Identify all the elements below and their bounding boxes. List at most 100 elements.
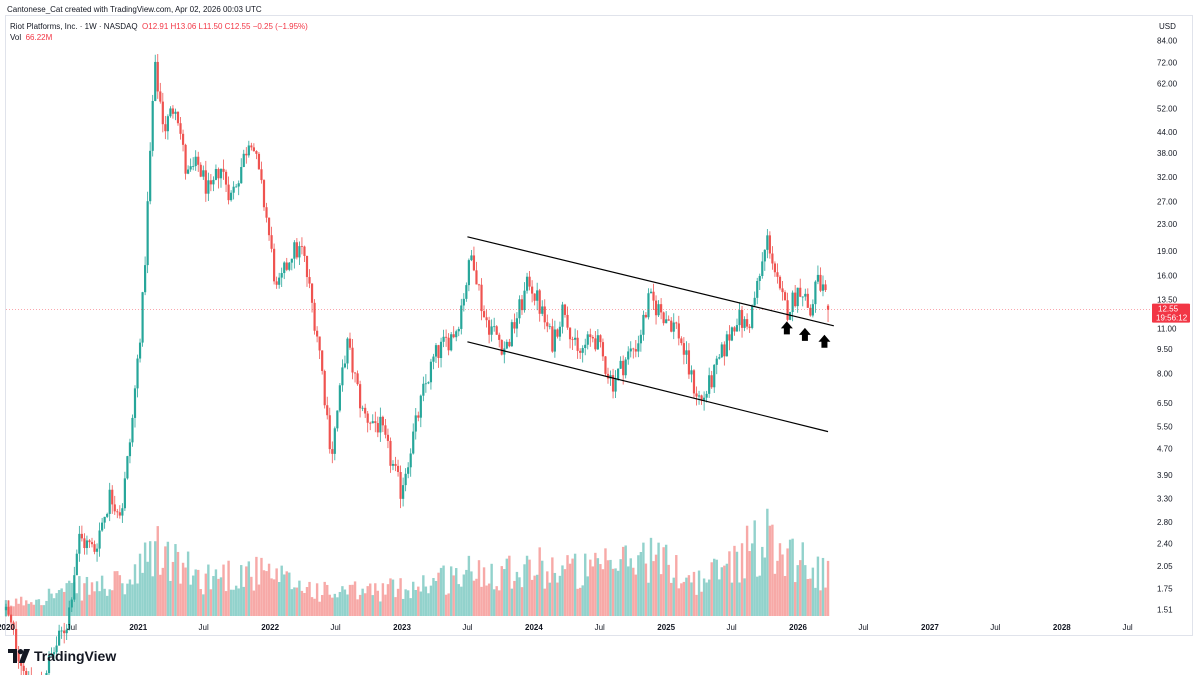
volume-bar — [566, 555, 569, 616]
candle-body — [230, 192, 233, 201]
candle-body — [116, 511, 119, 513]
candle-body — [255, 151, 258, 154]
y-axis-tick-label: 13.50 — [1157, 295, 1178, 304]
candle-body — [252, 147, 255, 152]
candle-body — [265, 207, 268, 218]
candle-body — [493, 326, 496, 328]
volume-bar — [250, 576, 253, 616]
candle-body — [447, 337, 450, 351]
volume-bar — [541, 560, 544, 616]
volume-bar — [442, 565, 445, 616]
chart-frame[interactable] — [5, 15, 1193, 636]
x-axis-tick-label: Jul — [595, 623, 605, 632]
volume-bar — [169, 580, 172, 616]
tradingview-logo[interactable]: TradingView — [8, 648, 116, 664]
volume-bar — [788, 539, 792, 616]
candle-body — [63, 630, 66, 634]
volume-bar — [515, 571, 519, 616]
volume-bar — [310, 597, 314, 616]
candle-body — [622, 360, 625, 376]
candle-body — [80, 533, 83, 539]
candle-body — [9, 614, 13, 623]
candle-body — [159, 91, 162, 102]
volume-bar — [444, 594, 448, 616]
candle-body — [647, 293, 650, 318]
y-axis-tick-label: 62.00 — [1157, 80, 1178, 89]
candle-body — [609, 375, 612, 379]
candle-body — [703, 397, 706, 401]
volume-bar — [217, 578, 220, 616]
legend-close: C12.55 — [224, 22, 251, 31]
candle-body — [290, 258, 293, 263]
candle-body — [551, 326, 554, 352]
volume-bar — [151, 576, 154, 616]
candle-body — [207, 180, 210, 194]
volume-bar — [490, 563, 493, 616]
volume-bar — [386, 584, 390, 616]
volume-bar — [212, 576, 215, 616]
volume-bar — [725, 563, 729, 616]
volume-bar — [715, 559, 718, 616]
candle-body — [348, 338, 352, 348]
y-axis-tick-label: 2.80 — [1157, 518, 1173, 527]
volume-bar — [806, 579, 810, 616]
volume-bar — [654, 554, 658, 616]
volume-bar — [695, 594, 698, 616]
candle-body — [331, 449, 334, 454]
volume-bar — [553, 572, 557, 616]
volume-bar — [528, 559, 531, 616]
y-axis-tick-label: 8.00 — [1157, 369, 1173, 378]
candle-body — [753, 297, 756, 306]
candle-body — [141, 292, 144, 343]
candle-body — [70, 599, 73, 608]
volume-bar — [202, 594, 205, 616]
volume-bar — [90, 582, 94, 616]
candle-body — [199, 164, 202, 177]
candle-body — [359, 384, 362, 409]
candle-body — [98, 530, 101, 549]
candle-body — [262, 180, 266, 208]
candle-body — [189, 166, 192, 170]
volume-bar — [298, 580, 301, 616]
candle-body — [599, 335, 602, 343]
volume-bar — [252, 590, 256, 616]
volume-bar — [45, 600, 48, 616]
candle-body — [283, 262, 286, 274]
candle-body — [75, 553, 78, 576]
candle-body — [295, 242, 298, 258]
volume-bar — [242, 586, 245, 616]
volume-bar — [756, 576, 759, 616]
candle-body — [705, 393, 708, 398]
volume-bar — [599, 564, 602, 616]
candle-body — [523, 290, 526, 311]
volume-bar — [255, 556, 258, 616]
volume-bar — [265, 571, 268, 616]
legend-symbol[interactable]: Riot Platforms, Inc. · 1W · NASDAQ — [10, 22, 138, 31]
volume-bar — [682, 581, 686, 616]
volume-bar — [429, 585, 433, 616]
candle-body — [144, 265, 147, 293]
volume-bar — [568, 563, 572, 616]
volume-bar — [558, 575, 562, 616]
volume-bar — [733, 545, 736, 616]
volume-bar — [452, 575, 455, 616]
volume-bar — [761, 546, 764, 616]
candle-body — [394, 463, 397, 466]
candle-body — [685, 350, 688, 355]
volume-bar — [88, 594, 91, 616]
volume-bar — [530, 579, 534, 616]
legend-change: −0.25 (−1.95%) — [252, 22, 308, 31]
candle-body — [427, 382, 430, 384]
candle-body — [169, 108, 172, 117]
candle-body — [728, 334, 731, 341]
volume-bar — [472, 580, 476, 616]
volume-bar — [728, 551, 731, 616]
candle-body — [781, 288, 784, 293]
volume-bar — [186, 551, 190, 616]
volume-bar — [791, 538, 794, 616]
volume-bar — [758, 575, 761, 616]
candle-body — [697, 395, 701, 397]
x-axis-tick-label: 2024 — [525, 623, 543, 632]
candle-body — [232, 186, 235, 193]
